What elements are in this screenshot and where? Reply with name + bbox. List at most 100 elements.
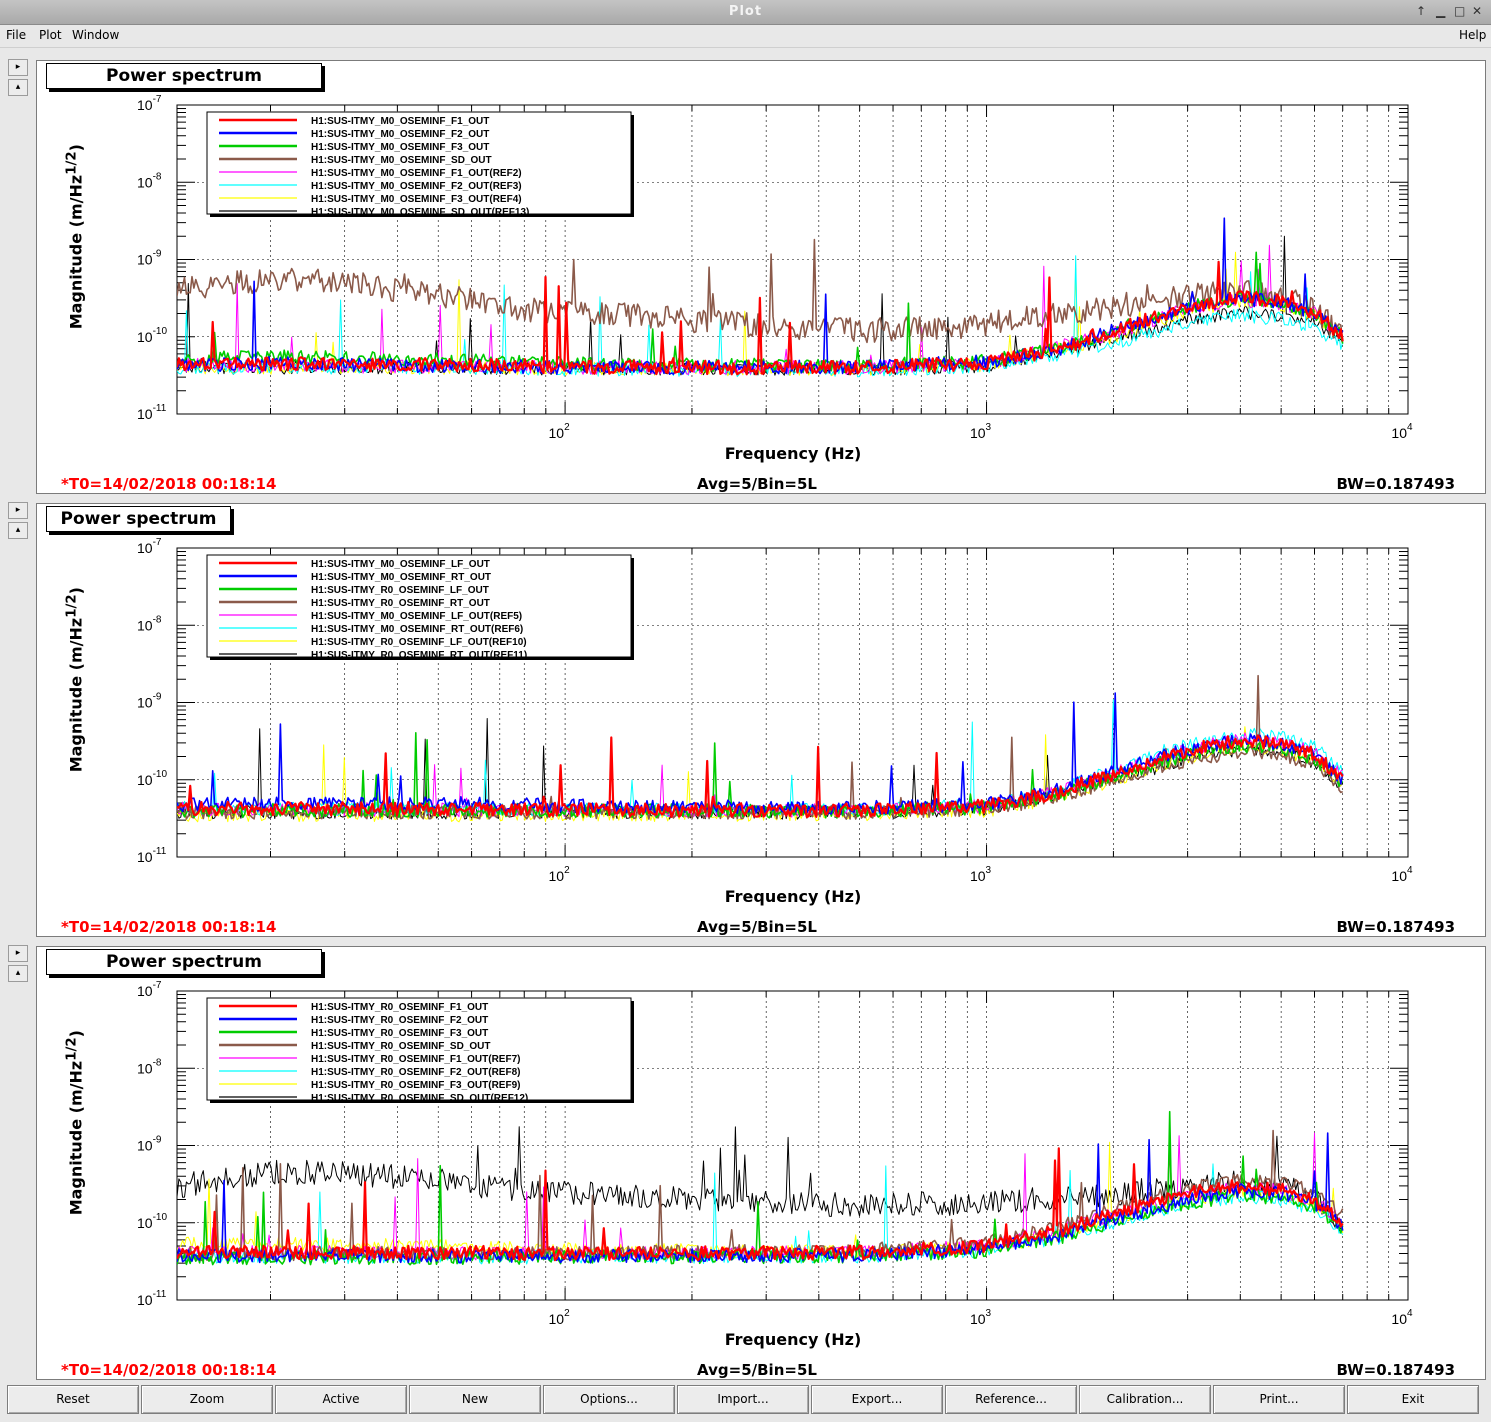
x-tick-label: 102 (549, 1308, 571, 1327)
exit-button[interactable]: Exit (1347, 1385, 1479, 1414)
x-tick-label: 102 (549, 422, 571, 441)
close-icon[interactable]: ✕ (1472, 4, 1483, 18)
menu-file[interactable]: File (6, 28, 27, 42)
x-tick-label: 104 (1391, 1308, 1413, 1327)
button-bar: Reset Zoom Active New Options... Import.… (0, 1382, 1491, 1422)
legend-entry: H1:SUS-ITMY_R0_OSEMINF_RT_OUT(REF11) (311, 650, 527, 661)
legend-entry: H1:SUS-ITMY_M0_OSEMINF_RT_OUT(REF6) (311, 624, 523, 635)
legend-entry: H1:SUS-ITMY_R0_OSEMINF_LF_OUT(REF10) (311, 637, 527, 648)
export-button[interactable]: Export... (811, 1385, 943, 1414)
panel-2-expand-button[interactable]: ▸ (8, 502, 28, 519)
series-group (177, 674, 1344, 823)
legend-entry: H1:SUS-ITMY_M0_OSEMINF_LF_OUT (311, 559, 490, 570)
legend-entry: H1:SUS-ITMY_M0_OSEMINF_F2_OUT (311, 129, 489, 140)
spectrum-plot-1[interactable]: 102 103 104 10-11 10-10 10-9 10-8 10-7 H1:SUS-IT… (37, 61, 1485, 493)
menu-plot[interactable]: Plot (39, 28, 62, 42)
legend-entry: H1:SUS-ITMY_M0_OSEMINF_F3_OUT (311, 142, 489, 153)
legend-entry: H1:SUS-ITMY_M0_OSEMINF_F1_OUT (311, 116, 489, 127)
panel-1-expand-button[interactable]: ▸ (8, 59, 28, 76)
new-button[interactable]: New (409, 1385, 541, 1414)
legend-entry: H1:SUS-ITMY_R0_OSEMINF_F1_OUT(REF7) (311, 1054, 520, 1065)
x-tick-label: 104 (1391, 865, 1413, 884)
legend-entry: H1:SUS-ITMY_M0_OSEMINF_F3_OUT(REF4) (311, 194, 522, 205)
panel-title: Power spectrum (46, 506, 231, 532)
spectrum-plot-3[interactable]: 102 103 104 10-11 10-10 10-9 10-8 10-7 H1:SUS-IT… (37, 947, 1485, 1379)
y-tick-label: 10-8 (137, 1057, 162, 1076)
x-tick-label: 103 (970, 1308, 992, 1327)
legend-entry: H1:SUS-ITMY_R0_OSEMINF_RT_OUT (311, 598, 490, 609)
y-tick-label: 10-11 (137, 846, 167, 865)
panel-3-collapse-button[interactable]: ▴ (8, 965, 28, 982)
legend-box (206, 554, 632, 658)
x-tick-label: 103 (970, 422, 992, 441)
x-axis-label: Frequency (Hz) (724, 444, 862, 463)
legend-entry: H1:SUS-ITMY_R0_OSEMINF_F2_OUT (311, 1015, 488, 1026)
legend-entry: H1:SUS-ITMY_M0_OSEMINF_LF_OUT(REF5) (311, 611, 522, 622)
panel-title: Power spectrum (46, 949, 322, 975)
legend-entry: H1:SUS-ITMY_M0_OSEMINF_RT_OUT (311, 572, 491, 583)
t0-label: *T0=14/02/2018 00:18:14 (61, 1361, 277, 1379)
legend-entry: H1:SUS-ITMY_M0_OSEMINF_SD_OUT(REF13) (311, 207, 529, 218)
window-titlebar: Plot ↑ ▁ □ ✕ (0, 0, 1491, 25)
active-button[interactable]: Active (275, 1385, 407, 1414)
t0-label: *T0=14/02/2018 00:18:14 (61, 475, 277, 493)
legend-entry: H1:SUS-ITMY_R0_OSEMINF_SD_OUT(REF12) (311, 1093, 528, 1104)
menu-help[interactable]: Help (1459, 28, 1487, 42)
panel-1-collapse-button[interactable]: ▴ (8, 79, 28, 96)
plot-panel-2[interactable]: 102 103 104 10-11 10-10 10-9 10-8 10-7 H1:SUS-IT… (36, 503, 1486, 937)
menu-bar: File Plot Window Help (0, 25, 1491, 48)
y-tick-label: 10-10 (137, 769, 167, 788)
calibration-button[interactable]: Calibration... (1079, 1385, 1211, 1414)
legend-entry: H1:SUS-ITMY_M0_OSEMINF_F1_OUT(REF2) (311, 168, 522, 179)
y-tick-label: 10-7 (137, 94, 162, 113)
y-tick-label: 10-10 (137, 1212, 167, 1231)
minimize-icon[interactable]: ▁ (1436, 4, 1446, 18)
legend-box (206, 997, 632, 1101)
y-axis-label: Magnitude (m/Hz1/2) (64, 1030, 86, 1216)
legend-entry: H1:SUS-ITMY_R0_OSEMINF_F2_OUT(REF8) (311, 1067, 520, 1078)
x-axis-label: Frequency (Hz) (724, 1330, 862, 1349)
panel-3-expand-button[interactable]: ▸ (8, 945, 28, 962)
legend-entry: H1:SUS-ITMY_R0_OSEMINF_SD_OUT (311, 1041, 490, 1052)
series-line (177, 1147, 1344, 1262)
bw-label: BW=0.187493 (1336, 918, 1455, 936)
bw-label: BW=0.187493 (1336, 475, 1455, 493)
maximize-icon[interactable]: □ (1454, 4, 1466, 18)
legend-box (206, 111, 632, 215)
legend: H1:SUS-ITMY_M0_OSEMINF_F1_OUT H1:SUS-ITMY… (206, 111, 634, 218)
avg-label: Avg=5/Bin=5L (697, 1361, 817, 1379)
series-line (177, 260, 1344, 376)
y-tick-label: 10-9 (137, 1135, 162, 1154)
print-button[interactable]: Print... (1213, 1385, 1345, 1414)
legend-entry: H1:SUS-ITMY_R0_OSEMINF_F3_OUT (311, 1028, 488, 1039)
legend-entry: H1:SUS-ITMY_M0_OSEMINF_SD_OUT (311, 155, 492, 166)
spectrum-plot-2[interactable]: 102 103 104 10-11 10-10 10-9 10-8 10-7 H1:SUS-IT… (37, 504, 1485, 936)
zoom-button[interactable]: Zoom (141, 1385, 273, 1414)
y-tick-label: 10-8 (137, 171, 162, 190)
plot-panel-1[interactable]: 102 103 104 10-11 10-10 10-9 10-8 10-7 H1:SUS-IT… (36, 60, 1486, 494)
x-tick-label: 104 (1391, 422, 1413, 441)
y-tick-label: 10-8 (137, 614, 162, 633)
series-line (177, 734, 1344, 818)
menu-window[interactable]: Window (72, 28, 120, 42)
legend: H1:SUS-ITMY_M0_OSEMINF_LF_OUT H1:SUS-ITMY… (206, 554, 634, 661)
y-tick-label: 10-10 (137, 326, 167, 345)
window-title: Plot (728, 4, 763, 19)
avg-label: Avg=5/Bin=5L (697, 475, 817, 493)
legend-entry: H1:SUS-ITMY_R0_OSEMINF_LF_OUT (311, 585, 489, 596)
bw-label: BW=0.187493 (1336, 1361, 1455, 1379)
y-tick-label: 10-7 (137, 980, 162, 999)
reference-button[interactable]: Reference... (945, 1385, 1077, 1414)
y-tick-label: 10-9 (137, 249, 162, 268)
x-axis-label: Frequency (Hz) (724, 887, 862, 906)
reset-button[interactable]: Reset (7, 1385, 139, 1414)
y-axis-label: Magnitude (m/Hz1/2) (64, 144, 86, 330)
y-tick-label: 10-9 (137, 692, 162, 711)
plot-panel-3[interactable]: 102 103 104 10-11 10-10 10-9 10-8 10-7 H1:SUS-IT… (36, 946, 1486, 1380)
legend-entry: H1:SUS-ITMY_R0_OSEMINF_F1_OUT (311, 1002, 488, 1013)
panel-2-collapse-button[interactable]: ▴ (8, 522, 28, 539)
options-button[interactable]: Options... (543, 1385, 675, 1414)
import-button[interactable]: Import... (677, 1385, 809, 1414)
t0-label: *T0=14/02/2018 00:18:14 (61, 918, 277, 936)
pin-icon[interactable]: ↑ (1416, 4, 1427, 18)
